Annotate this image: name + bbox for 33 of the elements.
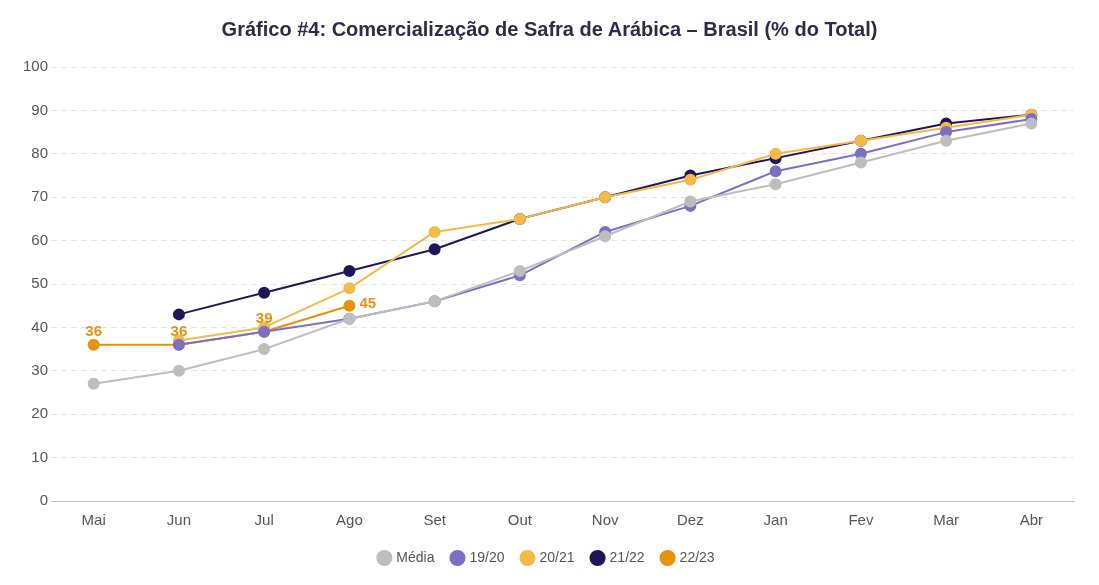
legend-label: Média bbox=[396, 548, 435, 565]
x-tick-label: Fev bbox=[848, 511, 874, 529]
y-tick-label: 40 bbox=[31, 317, 49, 335]
data-label: 36 bbox=[85, 321, 102, 339]
data-label: 36 bbox=[170, 321, 188, 339]
legend-label: 22/23 bbox=[679, 548, 715, 565]
x-tick-label: Out bbox=[507, 511, 533, 529]
legend-label: 20/21 bbox=[539, 548, 575, 565]
legend-label: 21/22 bbox=[609, 548, 645, 565]
y-tick-label: 0 bbox=[39, 491, 49, 509]
x-tick-label: Set bbox=[423, 511, 447, 529]
y-tick-label: 20 bbox=[31, 404, 49, 422]
x-tick-label: Dez bbox=[677, 511, 704, 529]
legend-label: 19/20 bbox=[469, 548, 505, 565]
x-tick-label: Ago bbox=[336, 511, 363, 529]
data-label: 45 bbox=[359, 293, 377, 311]
data-label: 39 bbox=[255, 308, 273, 326]
x-tick-label: Jul bbox=[254, 511, 274, 529]
x-tick-label: Abr bbox=[1019, 511, 1044, 529]
x-tick-label: Mai bbox=[81, 511, 106, 529]
y-tick-label: 60 bbox=[31, 230, 49, 248]
y-tick-label: 80 bbox=[31, 143, 49, 161]
y-tick-label: 50 bbox=[31, 274, 49, 292]
y-tick-label: 100 bbox=[23, 57, 49, 75]
y-tick-label: 10 bbox=[31, 447, 49, 465]
chart-title: Gráfico #4: Comercialização de Safra de Arábica – Brasil (% do Total) bbox=[220, 18, 879, 41]
x-tick-label: Nov bbox=[591, 511, 619, 529]
y-tick-label: 70 bbox=[31, 187, 49, 205]
x-tick-label: Mar bbox=[933, 511, 960, 529]
y-tick-label: 30 bbox=[31, 360, 49, 378]
x-tick-label: Jun bbox=[166, 511, 191, 529]
x-tick-label: Jan bbox=[763, 511, 788, 529]
y-tick-label: 90 bbox=[31, 100, 49, 118]
